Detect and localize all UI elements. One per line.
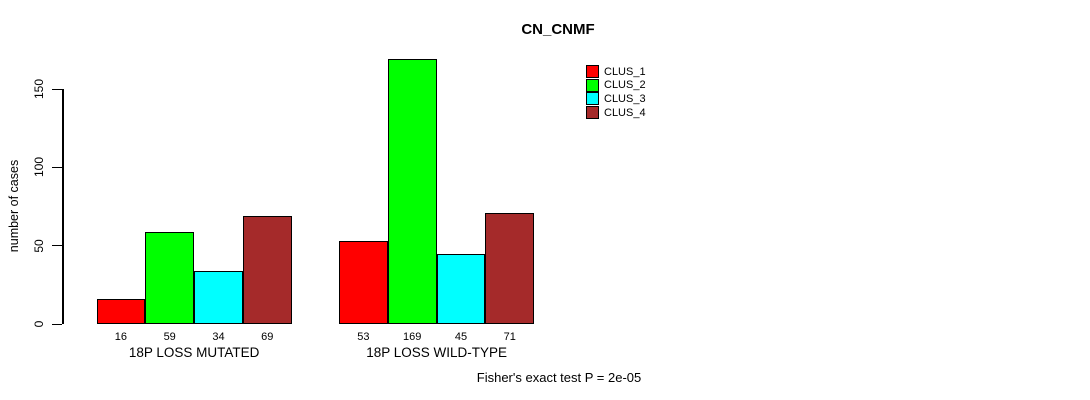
- bar-value-label: 169: [403, 331, 422, 343]
- legend-item-clus_3: CLUS_3: [586, 92, 646, 106]
- bar-clus_1-group2: [339, 240, 388, 324]
- y-axis-tick-label: 100: [32, 157, 46, 178]
- legend-item-clus_4: CLUS_4: [586, 106, 646, 120]
- bar-value-label: 71: [503, 331, 516, 343]
- y-axis-tick: [52, 88, 62, 90]
- legend-swatch-clus_3: [586, 92, 599, 106]
- group-label: 18P LOSS MUTATED: [128, 345, 260, 360]
- bar-clus_3-group1: [194, 270, 243, 324]
- bar-value-label: 34: [212, 331, 225, 343]
- bar-clus_1-group1: [96, 298, 146, 324]
- y-axis-tick: [52, 323, 62, 325]
- legend-label: CLUS_2: [604, 79, 646, 92]
- bar-value-label: 59: [163, 331, 176, 343]
- legend-item-clus_1: CLUS_1: [586, 65, 646, 78]
- legend-swatch-clus_2: [586, 78, 599, 92]
- bar-clus_3-group2: [436, 253, 486, 324]
- fisher-test-footnote: Fisher's exact test P = 2e-05: [476, 370, 642, 385]
- bar-clus_4-group2: [485, 212, 535, 324]
- legend-label: CLUS_4: [604, 106, 646, 119]
- y-axis-tick: [52, 245, 62, 247]
- bar-value-label: 53: [357, 331, 370, 343]
- legend-swatch-clus_4: [586, 106, 599, 120]
- chart-title: CN_CNMF: [521, 21, 595, 38]
- group-label: 18P LOSS WILD-TYPE: [366, 345, 507, 360]
- bar-value-label: 45: [454, 331, 468, 343]
- legend-label: CLUS_1: [604, 65, 646, 78]
- legend-label: CLUS_3: [604, 92, 646, 105]
- y-axis-tick-label: 0: [32, 320, 46, 328]
- legend-item-clus_2: CLUS_2: [586, 78, 646, 92]
- y-axis-tick-label: 50: [32, 238, 46, 253]
- y-axis-tick-label: 150: [32, 78, 46, 100]
- y-axis-line: [62, 89, 64, 324]
- bar-clus_2-group1: [145, 231, 195, 324]
- y-axis-tick: [52, 166, 62, 168]
- bar-clus_4-group1: [242, 215, 292, 324]
- bar-value-label: 16: [114, 331, 128, 343]
- legend-swatch-clus_1: [586, 65, 599, 78]
- bar-clus_2-group2: [387, 59, 437, 324]
- bar-value-label: 69: [261, 331, 274, 343]
